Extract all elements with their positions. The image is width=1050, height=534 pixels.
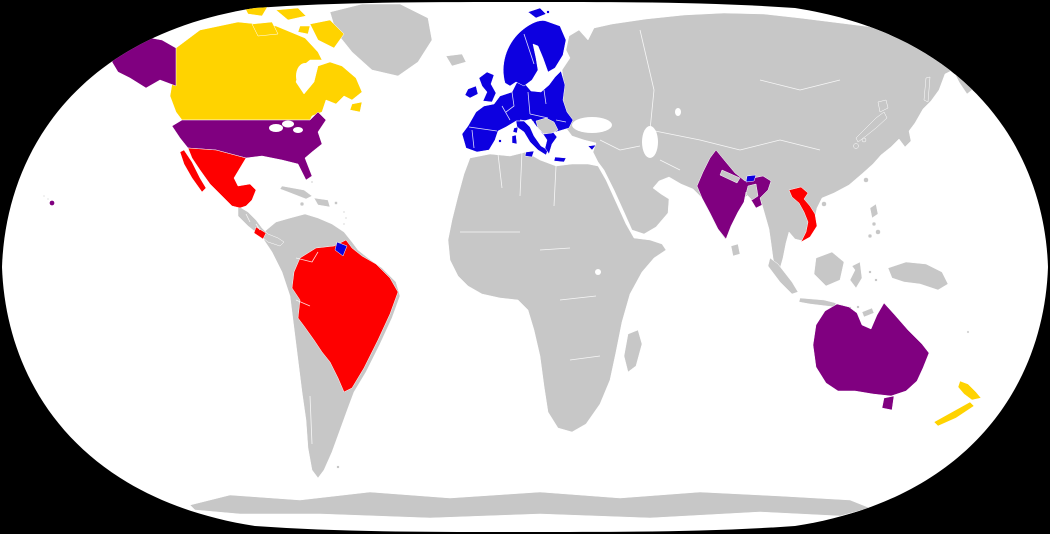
sri-lanka: [730, 243, 741, 257]
sardinia: [511, 134, 518, 145]
australia: [812, 302, 930, 397]
aral-sea: [675, 108, 681, 116]
ireland: [464, 85, 479, 99]
bangladesh: [745, 183, 759, 201]
sulawesi: [849, 261, 863, 289]
brazil: [291, 239, 399, 393]
greece: [542, 131, 558, 155]
italy: [515, 120, 549, 156]
balearics: [498, 139, 502, 143]
hudson-bay: [296, 63, 314, 89]
mediterranean-islands: [498, 126, 597, 163]
hawaii: [42, 194, 55, 206]
vietnam: [788, 186, 818, 243]
tasmania: [881, 395, 895, 411]
timor: [861, 307, 875, 318]
central-america: [237, 205, 285, 247]
taiwan: [863, 177, 869, 183]
newfoundland: [349, 101, 363, 113]
balkans: [535, 117, 559, 135]
new-guinea: [887, 261, 949, 291]
iceland: [445, 53, 467, 67]
great-britain: [478, 71, 497, 103]
country-borders: [245, 29, 841, 445]
hainan: [821, 201, 827, 207]
greenland: [329, 3, 433, 77]
borneo: [813, 251, 845, 287]
french-guiana: [334, 241, 348, 257]
cyprus: [587, 144, 597, 151]
costa-rica: [253, 226, 267, 240]
nepal: [719, 169, 741, 184]
corsica: [512, 126, 519, 134]
scandinavia: [503, 20, 567, 87]
svalbard: [527, 7, 550, 19]
india: [696, 149, 772, 240]
baja-california: [179, 149, 207, 193]
africa: [447, 151, 667, 433]
mexico: [187, 147, 257, 209]
bhutan: [745, 174, 757, 183]
sumatra: [767, 257, 799, 295]
crete: [553, 156, 567, 163]
madagascar: [623, 329, 643, 373]
caribbean-islands: [279, 176, 348, 469]
black-sea: [572, 117, 612, 133]
asian-islands: [730, 76, 970, 334]
lake-victoria: [595, 269, 601, 275]
great-lakes: [269, 124, 283, 132]
sakhalin: [923, 76, 931, 103]
lakes-and-seas: [269, 63, 681, 275]
antarctica: [189, 491, 871, 519]
japan-honshu: [855, 111, 888, 143]
japan: [877, 99, 889, 113]
caspian-sea: [642, 126, 658, 158]
philippines: [869, 203, 879, 219]
sicily: [524, 150, 535, 158]
new-zealand: [933, 380, 982, 427]
